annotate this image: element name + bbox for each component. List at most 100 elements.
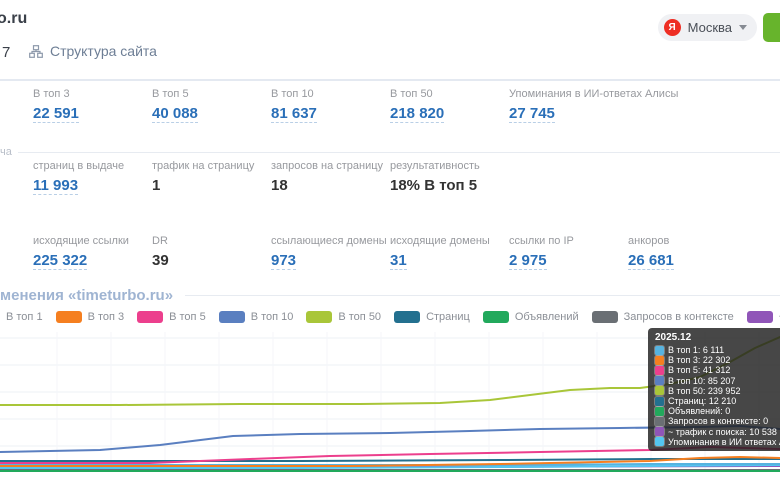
stat-top50: В топ 50 218 820 xyxy=(390,88,509,123)
stat-label: В топ 50 xyxy=(390,88,509,100)
tooltip-row: В топ 5: 41 312 xyxy=(655,365,780,375)
stat-label: В топ 5 xyxy=(152,88,271,100)
legend-item-ads[interactable]: Объявлений xyxy=(483,311,579,323)
stat-value-link[interactable]: 2 975 xyxy=(509,252,547,270)
legend-label: Запросов в контексте xyxy=(624,311,734,323)
stat-label: исходящие домены xyxy=(390,235,509,247)
legend-label: В топ 5 xyxy=(169,311,206,323)
legend-item-search-traffic[interactable]: ~ трафик с поиска xyxy=(747,311,780,323)
stat-value-link[interactable]: 81 637 xyxy=(271,105,317,123)
stats-row-top: В топ 3 22 591 В топ 5 40 088 В топ 10 8… xyxy=(0,88,780,123)
chart-tooltip: 2025.12 В топ 1: 6 111 В топ 3: 22 302 В… xyxy=(648,328,780,451)
tooltip-swatch xyxy=(655,437,664,446)
legend-swatch xyxy=(483,311,509,323)
tooltip-date: 2025.12 xyxy=(655,332,780,343)
tooltip-text: Упоминания в ИИ ответах Алисы: 25 1 xyxy=(668,437,780,447)
region-selector-button[interactable]: Я Москва xyxy=(658,14,757,41)
tooltip-swatch xyxy=(655,427,664,436)
legend-swatch xyxy=(306,311,332,323)
legend-label: В топ 50 xyxy=(338,311,381,323)
tooltip-row: Упоминания в ИИ ответах Алисы: 25 1 xyxy=(655,437,780,447)
header-count: 7 xyxy=(2,44,10,61)
tooltip-swatch xyxy=(655,346,664,355)
tooltip-swatch xyxy=(655,386,664,395)
stat-label: В топ 10 xyxy=(271,88,390,100)
stat-value-link[interactable]: 973 xyxy=(271,252,296,270)
stat-label: результативность xyxy=(390,160,780,172)
stat-label: ссылки по IP xyxy=(509,235,628,247)
section-serp-label: ча xyxy=(0,146,12,158)
chart-legend: В топ 1 В топ 3 В топ 5 В топ 10 В топ 5… xyxy=(0,311,780,323)
tooltip-row: ~ трафик с поиска: 10 538 xyxy=(655,427,780,437)
stat-value: 18 xyxy=(271,177,288,194)
action-button-partial[interactable] xyxy=(763,13,780,42)
tooltip-row: В топ 10: 85 207 xyxy=(655,376,780,386)
stat-value-link[interactable]: 218 820 xyxy=(390,105,444,123)
tooltip-swatch xyxy=(655,407,664,416)
divider-line xyxy=(185,295,780,296)
tooltip-text: В топ 50: 239 952 xyxy=(668,386,740,396)
section-serp-divider: ча xyxy=(0,146,780,158)
stat-top10: В топ 10 81 637 xyxy=(271,88,390,123)
stat-label: В топ 3 xyxy=(33,88,152,100)
legend-item-pages[interactable]: Страниц xyxy=(394,311,470,323)
stat-top3: В топ 3 22 591 xyxy=(33,88,152,123)
stats-row-serp: страниц в выдаче 11 993 трафик на страни… xyxy=(0,160,780,195)
tooltip-row: В топ 50: 239 952 xyxy=(655,386,780,396)
stat-value-link[interactable]: 26 681 xyxy=(628,252,674,270)
stats-row-links: исходящие ссылки 225 322 DR 39 ссылающие… xyxy=(0,235,780,270)
legend-label: В топ 1 xyxy=(6,311,43,323)
stat-value-link[interactable]: 22 591 xyxy=(33,105,79,123)
legend-item-top1[interactable]: В топ 1 xyxy=(0,311,43,323)
stat-value: 18% В топ 5 xyxy=(390,177,477,194)
stat-value-link[interactable]: 40 088 xyxy=(152,105,198,123)
chevron-down-icon xyxy=(739,25,747,30)
legend-item-context-queries[interactable]: Запросов в контексте xyxy=(592,311,734,323)
legend-label: В топ 10 xyxy=(251,311,294,323)
legend-label: Страниц xyxy=(426,311,470,323)
stat-effectiveness: результативность 18% В топ 5 xyxy=(390,160,780,195)
stat-outgoing-links: исходящие ссылки 225 322 xyxy=(33,235,152,270)
tooltip-row: Страниц: 12 210 xyxy=(655,396,780,406)
stat-label: страниц в выдаче xyxy=(33,160,152,172)
stat-value: 39 xyxy=(152,252,169,269)
stat-label: Упоминания в ИИ-ответах Алисы xyxy=(509,88,780,100)
stat-value-link[interactable]: 11 993 xyxy=(33,177,78,195)
tooltip-row: В топ 3: 22 302 xyxy=(655,355,780,365)
legend-item-top5[interactable]: В топ 5 xyxy=(137,311,206,323)
stat-dr: DR 39 xyxy=(152,235,271,270)
legend-item-top10[interactable]: В топ 10 xyxy=(219,311,294,323)
stat-outgoing-domains: исходящие домены 31 xyxy=(390,235,509,270)
tooltip-row: Объявлений: 0 xyxy=(655,406,780,416)
tooltip-text: В топ 5: 41 312 xyxy=(668,365,730,375)
stat-label: DR xyxy=(152,235,271,247)
tooltip-swatch xyxy=(655,356,664,365)
legend-swatch xyxy=(137,311,163,323)
tooltip-row: Запросов в контексте: 0 xyxy=(655,416,780,426)
tooltip-text: Страниц: 12 210 xyxy=(668,396,736,406)
stat-anchors: анкоров 26 681 xyxy=(628,235,780,270)
stat-value-link[interactable]: 31 xyxy=(390,252,407,270)
tooltip-row: В топ 1: 6 111 xyxy=(655,345,780,355)
site-title: o.ru xyxy=(0,10,27,28)
tooltip-swatch xyxy=(655,366,664,375)
stat-value-link[interactable]: 225 322 xyxy=(33,252,87,270)
tooltip-swatch xyxy=(655,397,664,406)
chart-section-header: менения «timeturbo.ru» xyxy=(0,287,780,304)
legend-item-top50[interactable]: В топ 50 xyxy=(306,311,381,323)
legend-label: Объявлений xyxy=(515,311,579,323)
stat-label: анкоров xyxy=(628,235,780,247)
site-structure-label: Структура сайта xyxy=(50,43,157,59)
stat-traffic-per-page: трафик на страницу 1 xyxy=(152,160,271,195)
stat-links-by-ip: ссылки по IP 2 975 xyxy=(509,235,628,270)
site-structure-link[interactable]: Структура сайта xyxy=(29,43,157,59)
legend-item-top3[interactable]: В топ 3 xyxy=(56,311,125,323)
header-divider xyxy=(0,79,780,81)
legend-swatch xyxy=(219,311,245,323)
stat-value: 1 xyxy=(152,177,160,194)
stat-value-link[interactable]: 27 745 xyxy=(509,105,555,123)
legend-label: В топ 3 xyxy=(88,311,125,323)
region-label: Москва xyxy=(688,20,732,35)
stat-referring-domains: ссылающиеся домены 973 xyxy=(271,235,390,270)
chart-section-title: менения «timeturbo.ru» xyxy=(0,287,173,304)
